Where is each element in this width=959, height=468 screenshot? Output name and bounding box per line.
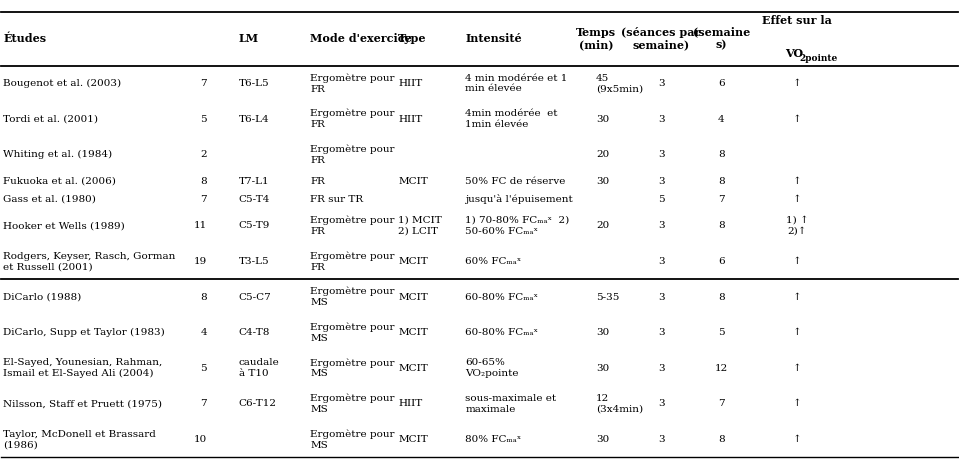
- Text: ↑: ↑: [792, 79, 802, 88]
- Text: 8: 8: [718, 150, 725, 159]
- Text: 5: 5: [718, 328, 725, 337]
- Text: Ergomètre pour
MS: Ergomètre pour MS: [311, 358, 395, 379]
- Text: 20: 20: [596, 221, 609, 230]
- Text: 12: 12: [714, 364, 728, 373]
- Text: Mode d'exercice: Mode d'exercice: [311, 33, 412, 44]
- Text: C5-T9: C5-T9: [239, 221, 269, 230]
- Text: 3: 3: [658, 79, 665, 88]
- Text: 3: 3: [658, 292, 665, 301]
- Text: C5-C7: C5-C7: [239, 292, 271, 301]
- Text: HIIT: HIIT: [398, 115, 423, 124]
- Text: 4: 4: [200, 328, 207, 337]
- Text: 5: 5: [658, 195, 665, 204]
- Text: MCIT: MCIT: [398, 328, 428, 337]
- Text: C5-T4: C5-T4: [239, 195, 269, 204]
- Text: 11: 11: [194, 221, 207, 230]
- Text: LM: LM: [239, 33, 259, 44]
- Text: 1) ↑
2)↑: 1) ↑ 2)↑: [785, 216, 808, 236]
- Text: MCIT: MCIT: [398, 257, 428, 266]
- Text: C6-T12: C6-T12: [239, 399, 276, 409]
- Text: Rodgers, Keyser, Rasch, Gorman
et Russell (2001): Rodgers, Keyser, Rasch, Gorman et Russel…: [3, 252, 175, 271]
- Text: ↑: ↑: [792, 257, 802, 266]
- Text: 3: 3: [658, 435, 665, 444]
- Text: 30: 30: [596, 435, 609, 444]
- Text: 60-80% FCₘₐˣ: 60-80% FCₘₐˣ: [465, 292, 538, 301]
- Text: jusqu'à l'épuisement: jusqu'à l'épuisement: [465, 194, 573, 204]
- Text: ↑: ↑: [792, 364, 802, 373]
- Text: Tordi et al. (2001): Tordi et al. (2001): [3, 115, 99, 124]
- Text: 8: 8: [200, 292, 207, 301]
- Text: 3: 3: [658, 257, 665, 266]
- Text: 4: 4: [718, 115, 725, 124]
- Text: 30: 30: [596, 115, 609, 124]
- Text: El-Sayed, Younesian, Rahman,
Ismail et El-Sayed Ali (2004): El-Sayed, Younesian, Rahman, Ismail et E…: [3, 358, 163, 378]
- Text: MCIT: MCIT: [398, 292, 428, 301]
- Text: ↑: ↑: [792, 177, 802, 186]
- Text: ↑: ↑: [792, 435, 802, 444]
- Text: 7: 7: [200, 195, 207, 204]
- Text: 3: 3: [658, 364, 665, 373]
- Text: 3: 3: [658, 177, 665, 186]
- Text: Fukuoka et al. (2006): Fukuoka et al. (2006): [3, 177, 116, 186]
- Text: caudale
à T10: caudale à T10: [239, 358, 279, 378]
- Text: (semaine
s): (semaine s): [692, 27, 750, 51]
- Text: 8: 8: [718, 221, 725, 230]
- Text: 60-80% FCₘₐˣ: 60-80% FCₘₐˣ: [465, 328, 538, 337]
- Text: sous-maximale et
maximale: sous-maximale et maximale: [465, 394, 556, 414]
- Text: Ergomètre pour
FR: Ergomètre pour FR: [311, 145, 395, 165]
- Text: 1) MCIT
2) LCIT: 1) MCIT 2) LCIT: [398, 216, 442, 236]
- Text: 60% FCₘₐˣ: 60% FCₘₐˣ: [465, 257, 522, 266]
- Text: T7-L1: T7-L1: [239, 177, 269, 186]
- Text: DiCarlo (1988): DiCarlo (1988): [3, 292, 82, 301]
- Text: Temps
(min): Temps (min): [576, 27, 617, 51]
- Text: ↑: ↑: [792, 399, 802, 409]
- Text: MCIT: MCIT: [398, 177, 428, 186]
- Text: Ergomètre pour
FR: Ergomètre pour FR: [311, 73, 395, 94]
- Text: 60-65%
VO₂pointe: 60-65% VO₂pointe: [465, 358, 519, 378]
- Text: 1) 70-80% FCₘₐˣ  2)
50-60% FCₘₐˣ: 1) 70-80% FCₘₐˣ 2) 50-60% FCₘₐˣ: [465, 216, 570, 236]
- Text: 19: 19: [194, 257, 207, 266]
- Text: ↑: ↑: [792, 195, 802, 204]
- Text: 6: 6: [718, 79, 725, 88]
- Text: Intensité: Intensité: [465, 33, 522, 44]
- Text: Hooker et Wells (1989): Hooker et Wells (1989): [3, 221, 125, 230]
- Text: 12
(3x4min): 12 (3x4min): [596, 394, 643, 414]
- Text: MCIT: MCIT: [398, 364, 428, 373]
- Text: Ergomètre pour
MS: Ergomètre pour MS: [311, 287, 395, 307]
- Text: 30: 30: [596, 364, 609, 373]
- Text: 30: 30: [596, 177, 609, 186]
- Text: DiCarlo, Supp et Taylor (1983): DiCarlo, Supp et Taylor (1983): [3, 328, 165, 337]
- Text: 3: 3: [658, 115, 665, 124]
- Text: 3: 3: [658, 328, 665, 337]
- Text: 80% FCₘₐˣ: 80% FCₘₐˣ: [465, 435, 522, 444]
- Text: 4min modérée  et
1min élevée: 4min modérée et 1min élevée: [465, 109, 557, 129]
- Text: 8: 8: [718, 435, 725, 444]
- Text: Taylor, McDonell et Brassard
(1986): Taylor, McDonell et Brassard (1986): [3, 430, 156, 449]
- Text: Ergomètre pour
FR: Ergomètre pour FR: [311, 216, 395, 236]
- Text: ↑: ↑: [792, 292, 802, 301]
- Text: 30: 30: [596, 328, 609, 337]
- Text: 7: 7: [718, 195, 725, 204]
- Text: Nilsson, Staff et Pruett (1975): Nilsson, Staff et Pruett (1975): [3, 399, 162, 409]
- Text: FR sur TR: FR sur TR: [311, 195, 363, 204]
- Text: 3: 3: [658, 221, 665, 230]
- Text: 10: 10: [194, 435, 207, 444]
- Text: T6-L5: T6-L5: [239, 79, 269, 88]
- Text: 3: 3: [658, 399, 665, 409]
- Text: 8: 8: [718, 292, 725, 301]
- Text: 7: 7: [718, 399, 725, 409]
- Text: 8: 8: [718, 177, 725, 186]
- Text: Études: Études: [3, 33, 46, 44]
- Text: C4-T8: C4-T8: [239, 328, 269, 337]
- Text: 8: 8: [200, 177, 207, 186]
- Text: Gass et al. (1980): Gass et al. (1980): [3, 195, 96, 204]
- Text: T6-L4: T6-L4: [239, 115, 269, 124]
- Text: Bougenot et al. (2003): Bougenot et al. (2003): [3, 79, 122, 88]
- Text: 45
(9x5min): 45 (9x5min): [596, 73, 643, 93]
- Text: MCIT: MCIT: [398, 435, 428, 444]
- Text: Effet sur la: Effet sur la: [762, 15, 831, 26]
- Text: 5: 5: [200, 115, 207, 124]
- Text: VO: VO: [785, 48, 804, 59]
- Text: 5-35: 5-35: [596, 292, 620, 301]
- Text: T3-L5: T3-L5: [239, 257, 269, 266]
